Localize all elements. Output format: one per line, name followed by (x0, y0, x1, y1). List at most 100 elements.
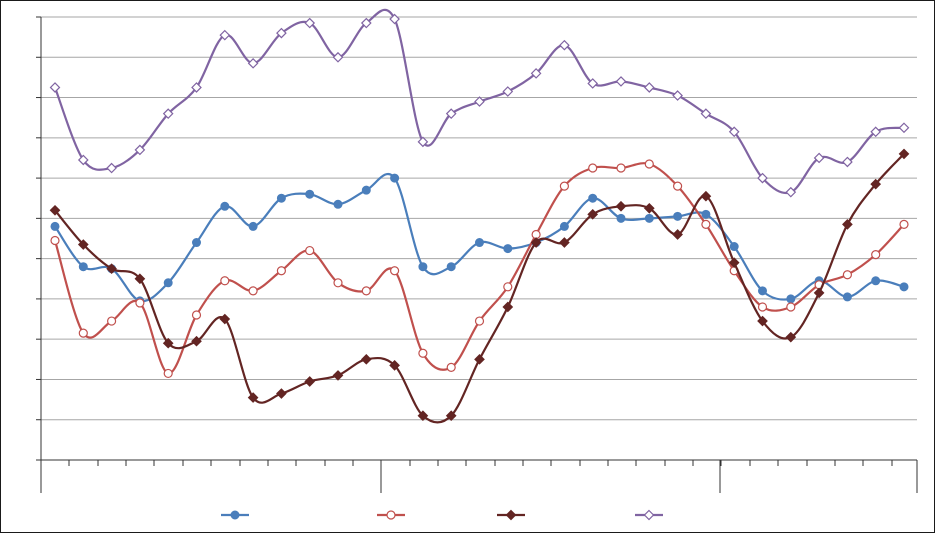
series-2-point-7 (248, 286, 258, 296)
series-3-point-4 (162, 337, 174, 349)
series-3-point-24 (728, 257, 740, 269)
series-2-point-29 (871, 250, 881, 260)
series-3-point-7 (247, 392, 259, 403)
series-3-point-20 (615, 200, 627, 212)
series-4-point-27 (813, 152, 825, 164)
series-1-point-28 (842, 292, 852, 302)
legend-marker-3 (505, 509, 517, 521)
series-3 (49, 148, 910, 424)
series-2-point-25 (757, 302, 768, 312)
series-4-point-23 (700, 108, 712, 120)
series-3-point-8 (276, 388, 287, 399)
series-1-point-23 (701, 209, 711, 219)
series-1-point-26 (786, 294, 796, 304)
series-3-point-29 (870, 178, 882, 190)
series-4-point-4 (162, 108, 174, 120)
series-2-point-18 (559, 181, 570, 191)
series-4-point-22 (672, 90, 683, 101)
series-1-point-13 (418, 262, 428, 272)
series-1-point-5 (192, 238, 201, 248)
series-3-point-13 (417, 410, 429, 422)
series-3-point-28 (842, 219, 853, 230)
series-2-point-10 (333, 278, 343, 288)
series-3-point-16 (502, 301, 514, 313)
series-4-point-8 (276, 27, 287, 39)
series-3-point-21 (643, 202, 655, 214)
series-3-point-14 (445, 410, 457, 422)
series-2-point-2 (106, 316, 117, 326)
series-1-line (54, 172, 905, 303)
series-4-point-21 (643, 82, 655, 93)
series-4-point-25 (757, 172, 768, 184)
series-4-point-18 (559, 39, 570, 51)
series-3-point-9 (304, 376, 316, 387)
series-4-point-2 (106, 162, 117, 174)
series-4-point-6 (219, 29, 231, 41)
series-3-point-0 (49, 204, 61, 216)
series-4-point-16 (502, 86, 514, 97)
series-4-point-5 (191, 82, 202, 93)
series-3-point-10 (332, 370, 344, 381)
series-4-point-13 (417, 136, 429, 148)
series-3-point-19 (587, 208, 599, 220)
series-2-point-3 (135, 298, 145, 308)
series-4-point-1 (77, 154, 89, 166)
series-1-point-10 (333, 199, 343, 209)
series-4-point-7 (247, 57, 259, 69)
series-2-point-26 (786, 302, 796, 312)
legend (221, 509, 663, 521)
series-2-point-20 (616, 163, 626, 173)
series-1-point-0 (50, 221, 60, 231)
series-3-point-15 (474, 353, 485, 365)
series-3-point-22 (672, 229, 683, 240)
series-4-point-20 (615, 76, 627, 87)
series-2 (50, 159, 909, 379)
series-4-point-11 (360, 17, 372, 29)
series-2-point-23 (701, 219, 711, 230)
series-4-point-12 (389, 13, 400, 25)
series-1-point-1 (78, 262, 88, 272)
series-1-point-7 (248, 221, 258, 231)
series-4-point-19 (587, 78, 599, 89)
series-2-point-1 (78, 328, 88, 338)
series-layer (49, 8, 910, 424)
series-1-point-14 (446, 262, 456, 272)
series-4-point-9 (304, 17, 316, 29)
series-4-point-0 (49, 82, 61, 93)
series-1-point-30 (899, 282, 909, 292)
series-2-point-14 (446, 362, 456, 372)
series-3-point-5 (191, 335, 202, 347)
series-3-point-11 (360, 353, 372, 365)
series-4-point-14 (445, 108, 457, 120)
series-2-point-9 (305, 245, 315, 256)
series-3-point-27 (813, 287, 825, 299)
series-1-point-24 (729, 242, 739, 252)
series-1-point-8 (276, 193, 286, 203)
series-2-point-15 (474, 316, 485, 326)
series-1-point-15 (475, 238, 484, 248)
series-2-point-0 (50, 235, 60, 246)
series-4-point-10 (332, 51, 344, 63)
series-3-point-26 (785, 331, 797, 343)
series-4-point-30 (898, 122, 910, 134)
series-3-point-23 (700, 190, 712, 202)
series-3-point-6 (219, 313, 231, 325)
series-1-point-16 (503, 244, 513, 254)
legend-marker-2 (386, 510, 396, 520)
series-2-point-22 (672, 181, 683, 191)
series-1-point-29 (871, 276, 881, 286)
series-2-point-19 (588, 163, 598, 173)
series-3-point-25 (757, 315, 768, 327)
series-2-point-5 (191, 310, 202, 320)
series-4-point-26 (785, 186, 797, 198)
series-1-point-6 (220, 201, 230, 211)
series-1 (50, 172, 909, 306)
series-1-point-22 (673, 211, 683, 221)
series-1-point-25 (758, 286, 767, 296)
series-3-point-2 (106, 263, 117, 275)
series-2-point-28 (842, 270, 853, 280)
series-2-line (53, 162, 905, 375)
series-4-point-3 (134, 144, 146, 156)
